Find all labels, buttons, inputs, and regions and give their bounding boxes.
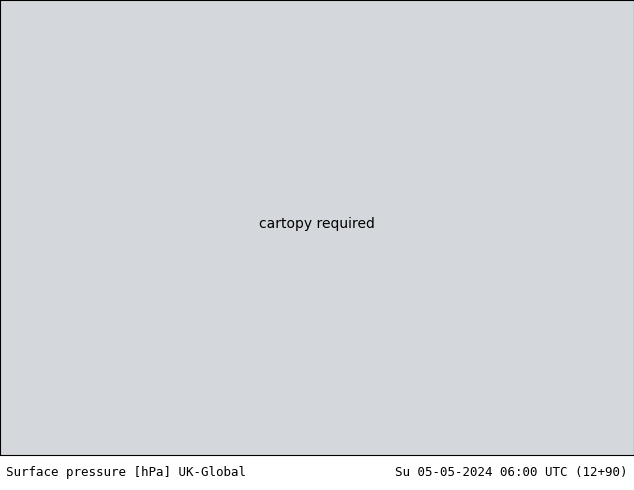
Text: cartopy required: cartopy required (259, 217, 375, 231)
Text: Su 05-05-2024 06:00 UTC (12+90): Su 05-05-2024 06:00 UTC (12+90) (395, 466, 628, 479)
Text: Surface pressure [hPa] UK-Global: Surface pressure [hPa] UK-Global (6, 466, 247, 479)
